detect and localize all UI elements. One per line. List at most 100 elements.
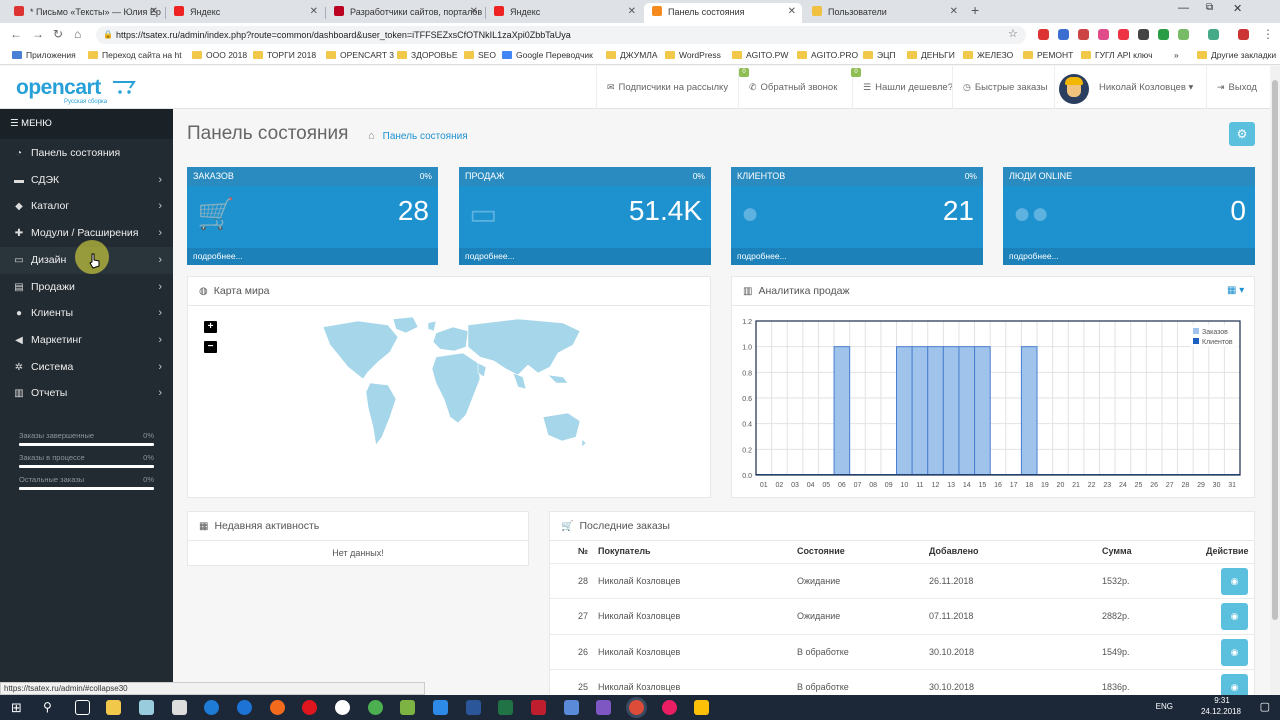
bookmark-item[interactable]: Приложения — [12, 50, 76, 60]
tile-more-link[interactable]: подробнее... — [1003, 248, 1255, 265]
chrome-icon[interactable] — [629, 700, 644, 715]
calendar-dropdown[interactable]: ▦ ▾ — [1227, 285, 1244, 296]
url-field[interactable]: 🔒 https://tsatex.ru/admin/index.php?rout… — [96, 26, 1026, 44]
sidebar-item[interactable]: ◔ Панель состояния — [0, 140, 173, 167]
forward-icon[interactable]: → — [32, 27, 44, 41]
bookmark-item[interactable]: SEO — [464, 50, 496, 60]
view-order-button[interactable]: ◉ — [1221, 603, 1248, 631]
bookmark-item[interactable]: ЭЦП — [863, 50, 896, 60]
clock-time[interactable]: 9:31 — [1214, 696, 1230, 705]
extension-icon[interactable] — [1208, 29, 1219, 40]
app-icon[interactable] — [400, 700, 415, 715]
tile-more-link[interactable]: подробнее... — [459, 248, 711, 265]
bookmark-star-icon[interactable]: ☆ — [1008, 28, 1018, 40]
windows-start-icon[interactable]: ⊞ — [11, 700, 22, 715]
browser-tab[interactable]: Пользователи ✕ — [804, 3, 964, 23]
close-window-button[interactable]: ✕ — [1233, 3, 1243, 15]
back-icon[interactable]: ← — [10, 27, 22, 41]
breadcrumb[interactable]: ⌂ Панель состояния — [368, 130, 468, 142]
more-bookmarks-icon[interactable]: » — [1174, 50, 1179, 60]
found-cheaper-link[interactable]: ☰ Нашли дешевле? — [852, 66, 963, 109]
browser-tab[interactable]: Панель состояния ✕ — [644, 3, 802, 23]
extension-icon[interactable] — [1058, 29, 1069, 40]
sidebar-item[interactable]: ◀ Маркетинг › — [0, 327, 173, 354]
bookmark-item[interactable]: Другие закладки — [1197, 50, 1276, 60]
opencart-logo[interactable]: opencart Русская сборка — [16, 76, 136, 105]
extension-icon[interactable] — [1178, 29, 1189, 40]
close-tab-icon[interactable]: ✕ — [309, 6, 318, 17]
extension-icon[interactable] — [1118, 29, 1129, 40]
lang-indicator[interactable]: ENG — [1155, 702, 1173, 711]
world-map[interactable] — [318, 317, 598, 477]
word-icon[interactable] — [466, 700, 481, 715]
browser-menu-icon[interactable]: ⋮ — [1262, 27, 1274, 41]
browser-tab[interactable]: Яндекс ✕ — [486, 3, 642, 23]
menu-toggle[interactable]: ☰ МЕНЮ — [0, 109, 173, 139]
close-tab-icon[interactable]: ✕ — [949, 6, 958, 17]
ie-icon[interactable] — [204, 700, 219, 715]
notifications-icon[interactable]: ▢ — [1259, 701, 1270, 713]
bookmark-item[interactable]: ГУГЛ API ключ — [1081, 50, 1153, 60]
settings-button[interactable]: ⚙ — [1229, 122, 1255, 146]
sidebar-item[interactable]: ▥ Отчеты › — [0, 380, 173, 407]
bookmark-item[interactable]: ЗДОРОВЬЕ — [397, 50, 458, 60]
subscribers-link[interactable]: ✉ Подписчики на рассылку — [596, 66, 738, 109]
bookmark-item[interactable]: Переход сайта на ht — [88, 50, 182, 60]
close-tab-icon[interactable]: ✕ — [627, 6, 636, 17]
bookmark-item[interactable]: ТОРГИ 2018 — [253, 50, 316, 60]
search-icon[interactable]: ⚲ — [43, 700, 52, 714]
app-icon[interactable] — [368, 700, 383, 715]
sidebar-item[interactable]: ◆ Каталог › — [0, 193, 173, 220]
app-icon[interactable] — [564, 700, 579, 715]
explorer-icon[interactable] — [106, 700, 121, 715]
bookmark-item[interactable]: ЖЕЛЕЗО — [963, 50, 1013, 60]
extension-icon[interactable] — [1238, 29, 1249, 40]
home-icon[interactable]: ⌂ — [74, 27, 82, 41]
callback-link[interactable]: ✆ Обратный звонок — [738, 66, 847, 109]
user-menu[interactable]: Николай Козловцев ▾ — [1054, 66, 1206, 109]
app-icon[interactable] — [433, 700, 448, 715]
app-icon[interactable] — [694, 700, 709, 715]
tile-more-link[interactable]: подробнее... — [187, 248, 438, 265]
home-icon[interactable]: ⌂ — [368, 130, 375, 142]
close-tab-icon[interactable]: ✕ — [469, 6, 478, 17]
bookmark-item[interactable]: Google Переводчик — [502, 50, 593, 60]
sidebar-item[interactable]: ● Клиенты › — [0, 300, 173, 327]
view-order-button[interactable]: ◉ — [1221, 568, 1248, 595]
map-zoom-out[interactable]: − — [204, 341, 217, 353]
browser-tab[interactable]: Разработчики сайтов, порталов ✕ — [326, 3, 484, 23]
app-icon[interactable] — [662, 700, 677, 715]
sidebar-item[interactable]: ✚ Модули / Расширения › — [0, 220, 173, 247]
bookmark-item[interactable]: РЕМОНТ — [1023, 50, 1073, 60]
app-icon[interactable] — [596, 700, 611, 715]
extension-icon[interactable] — [1078, 29, 1089, 40]
browser-tab[interactable]: * Письмо «Тексты» — Юлия Ер ✕ — [6, 3, 164, 23]
bookmark-item[interactable]: ДЕНЬГИ — [907, 50, 955, 60]
bookmark-item[interactable]: AGITO.PRO — [797, 50, 858, 60]
extension-icon[interactable] — [1158, 29, 1169, 40]
app-icon[interactable] — [139, 700, 154, 715]
firefox-icon[interactable] — [270, 700, 285, 715]
sidebar-item[interactable]: ▬ СДЭК › — [0, 167, 173, 194]
bookmark-item[interactable]: AGITO.PW — [732, 50, 788, 60]
calculator-icon[interactable] — [172, 700, 187, 715]
close-tab-icon[interactable]: ✕ — [787, 6, 796, 17]
reload-icon[interactable]: ↻ — [53, 27, 64, 41]
yandex-icon[interactable] — [335, 700, 350, 715]
bookmark-item[interactable]: WordPress — [665, 50, 721, 60]
avatar[interactable] — [1059, 74, 1089, 104]
sidebar-item[interactable]: ✲ Система › — [0, 354, 173, 381]
bookmark-item[interactable]: ООО 2018 — [192, 50, 247, 60]
close-tab-icon[interactable]: ✕ — [149, 6, 158, 17]
page-scrollbar[interactable] — [1270, 66, 1280, 695]
extension-icon[interactable] — [1038, 29, 1049, 40]
view-order-button[interactable]: ◉ — [1221, 638, 1248, 666]
restore-button[interactable]: ⧉ — [1206, 2, 1214, 13]
logout-link[interactable]: ⇥ Выход — [1206, 66, 1267, 109]
quick-orders-link[interactable]: ◷ Быстрые заказы — [952, 66, 1057, 109]
minimize-button[interactable]: — — [1178, 2, 1189, 14]
map-zoom-in[interactable]: + — [204, 321, 217, 333]
filezilla-icon[interactable] — [531, 700, 546, 715]
bookmark-item[interactable]: OPENCART 3 — [326, 50, 394, 60]
extension-icon[interactable] — [1098, 29, 1109, 40]
